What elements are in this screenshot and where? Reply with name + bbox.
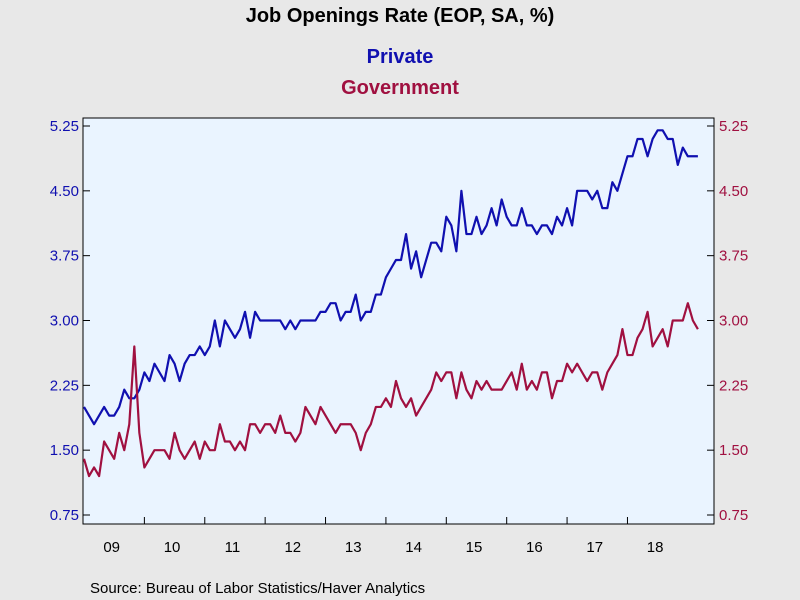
left-tick-label: 2.25 [50, 377, 79, 394]
right-tick-label: 0.75 [719, 507, 748, 524]
source-note: Source: Bureau of Labor Statistics/Haver… [90, 580, 425, 597]
series-line-government [82, 302, 699, 478]
x-tick-label: 17 [586, 539, 603, 556]
legend-government: Government [341, 77, 459, 99]
left-tick-label: 0.75 [50, 507, 79, 524]
right-tick-label: 4.50 [719, 183, 748, 200]
x-tick-label: 15 [466, 539, 483, 556]
right-y-axis: 0.75 1.50 2.25 3.00 3.75 4.50 5.25 [707, 118, 748, 524]
x-tick-label: 11 [225, 539, 241, 556]
x-tick-label: 12 [284, 539, 301, 556]
series-layer [82, 129, 699, 478]
x-tick-label: 18 [647, 539, 664, 556]
left-tick-label: 5.25 [50, 118, 79, 135]
x-tick-label: 10 [164, 539, 181, 556]
right-tick-label: 2.25 [719, 377, 748, 394]
x-tick-label: 14 [405, 539, 422, 556]
right-tick-label: 1.50 [719, 442, 748, 459]
right-tick-label: 3.75 [719, 248, 748, 265]
legend-private: Private [367, 46, 434, 68]
left-y-axis: 0.75 1.50 2.25 3.00 3.75 4.50 5.25 [50, 118, 90, 524]
right-tick-label: 3.00 [719, 313, 748, 330]
series-line-private [83, 129, 698, 426]
left-tick-label: 3.75 [50, 248, 79, 265]
x-tick-label: 09 [103, 539, 120, 556]
chart-title: Job Openings Rate (EOP, SA, %) [246, 5, 555, 27]
left-tick-label: 1.50 [50, 442, 79, 459]
x-tick-label: 13 [345, 539, 362, 556]
x-tick-label: 16 [526, 539, 543, 556]
right-tick-label: 5.25 [719, 118, 748, 135]
left-tick-label: 4.50 [50, 183, 79, 200]
x-axis: 09 10 11 12 13 14 15 16 17 18 [103, 517, 663, 556]
left-tick-label: 3.00 [50, 313, 79, 330]
plot-area [82, 117, 715, 525]
